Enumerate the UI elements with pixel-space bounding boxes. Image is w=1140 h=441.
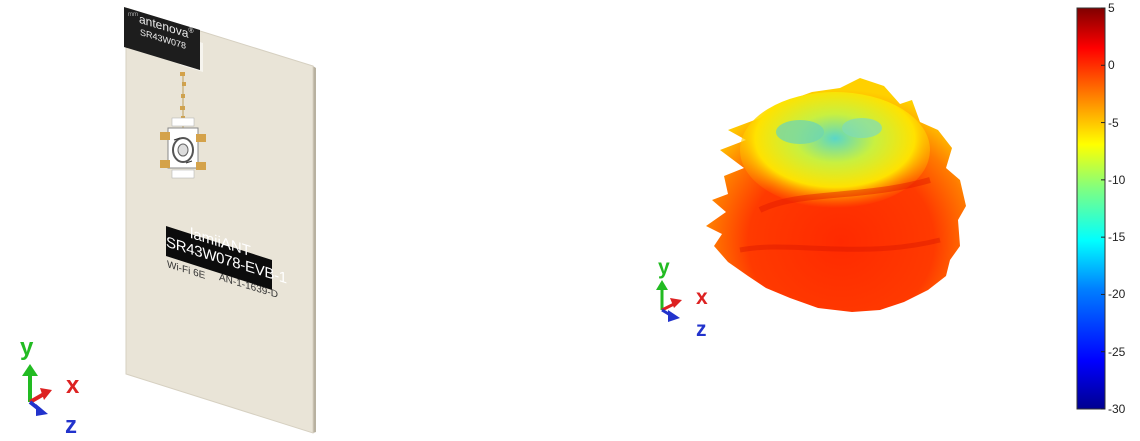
colorbar xyxy=(1076,7,1106,410)
evaluation-board-illustration xyxy=(22,7,316,434)
axis-label-z-left: z xyxy=(65,412,77,439)
pattern-null-1 xyxy=(776,120,824,144)
colorbar-tick-marks xyxy=(1101,7,1105,410)
colorbar-tick-label: -25 xyxy=(1108,344,1126,359)
name-plate xyxy=(166,226,272,290)
sma-connector xyxy=(160,117,206,179)
colorbar-tick-label: 0 xyxy=(1108,58,1115,73)
colorbar-tick-label: -20 xyxy=(1108,287,1126,302)
pattern-shade-2 xyxy=(739,237,941,253)
axis-label-y-right: y xyxy=(658,256,670,279)
antenna-chip xyxy=(124,7,200,70)
colorbar-tick-label: 5 xyxy=(1108,1,1115,15)
pattern-shade-1 xyxy=(758,177,931,213)
axis-label-x-right: x xyxy=(696,286,708,309)
axis-triad-left xyxy=(22,364,52,416)
axis-label-x-left: x xyxy=(66,372,80,399)
chip-corner-mark: mm xyxy=(128,12,138,18)
pcb-board xyxy=(125,7,314,434)
pattern-top-region xyxy=(740,92,930,208)
colorbar-tick-label: -10 xyxy=(1108,172,1126,187)
colorbar-tick-label: -5 xyxy=(1108,115,1119,130)
axis-triad-right xyxy=(656,280,682,322)
colorbar-tick-label: -15 xyxy=(1108,230,1126,245)
board-edge xyxy=(313,66,316,433)
axis-label-y-left: y xyxy=(20,334,34,361)
axis-label-z-right: z xyxy=(696,318,707,341)
pattern-null-2 xyxy=(842,118,882,138)
colorbar-tick-label: -30 xyxy=(1108,402,1126,416)
